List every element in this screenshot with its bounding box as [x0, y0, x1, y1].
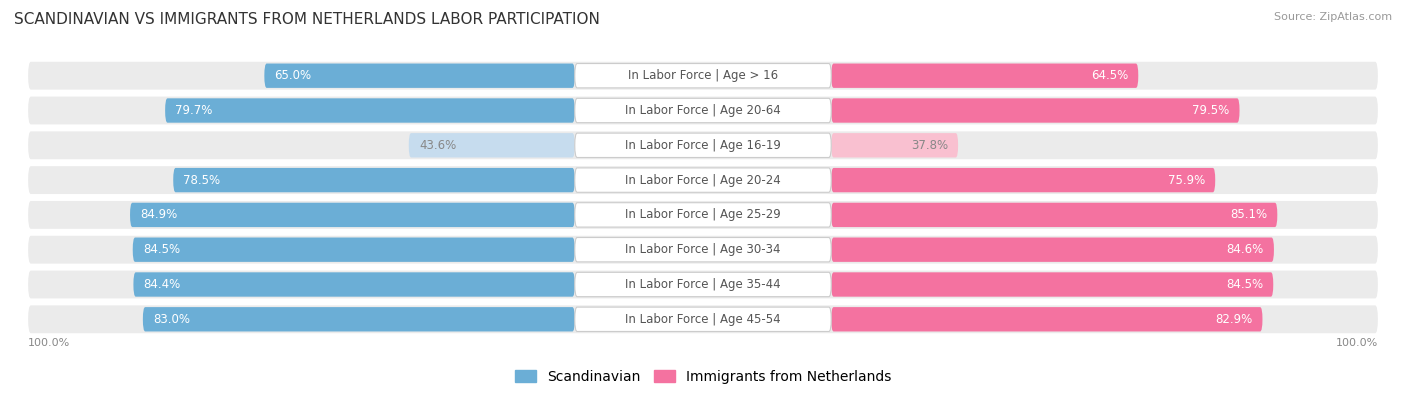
FancyBboxPatch shape — [831, 203, 1277, 227]
Text: 37.8%: 37.8% — [911, 139, 948, 152]
FancyBboxPatch shape — [831, 98, 1240, 123]
Text: 78.5%: 78.5% — [183, 173, 221, 186]
Text: In Labor Force | Age 30-34: In Labor Force | Age 30-34 — [626, 243, 780, 256]
FancyBboxPatch shape — [575, 168, 831, 192]
FancyBboxPatch shape — [134, 272, 575, 297]
Text: 84.5%: 84.5% — [1226, 278, 1263, 291]
Text: In Labor Force | Age 16-19: In Labor Force | Age 16-19 — [626, 139, 780, 152]
FancyBboxPatch shape — [132, 237, 575, 262]
FancyBboxPatch shape — [28, 236, 1378, 263]
FancyBboxPatch shape — [831, 133, 957, 158]
Text: 64.5%: 64.5% — [1091, 69, 1128, 82]
Text: 43.6%: 43.6% — [419, 139, 456, 152]
FancyBboxPatch shape — [575, 307, 831, 331]
FancyBboxPatch shape — [143, 307, 575, 331]
FancyBboxPatch shape — [28, 305, 1378, 333]
FancyBboxPatch shape — [173, 168, 575, 192]
FancyBboxPatch shape — [831, 307, 1263, 331]
Text: 84.4%: 84.4% — [143, 278, 181, 291]
FancyBboxPatch shape — [129, 203, 575, 227]
Text: In Labor Force | Age 25-29: In Labor Force | Age 25-29 — [626, 209, 780, 222]
FancyBboxPatch shape — [575, 133, 831, 158]
Text: 85.1%: 85.1% — [1230, 209, 1267, 222]
Text: In Labor Force | Age 20-64: In Labor Force | Age 20-64 — [626, 104, 780, 117]
FancyBboxPatch shape — [28, 62, 1378, 90]
Text: 65.0%: 65.0% — [274, 69, 312, 82]
Text: In Labor Force | Age 20-24: In Labor Force | Age 20-24 — [626, 173, 780, 186]
Text: 75.9%: 75.9% — [1168, 173, 1205, 186]
FancyBboxPatch shape — [28, 97, 1378, 124]
Text: 79.7%: 79.7% — [176, 104, 212, 117]
Text: 82.9%: 82.9% — [1215, 313, 1253, 326]
Text: 84.9%: 84.9% — [141, 209, 177, 222]
FancyBboxPatch shape — [575, 272, 831, 297]
Legend: Scandinavian, Immigrants from Netherlands: Scandinavian, Immigrants from Netherland… — [509, 364, 897, 389]
Text: In Labor Force | Age 35-44: In Labor Force | Age 35-44 — [626, 278, 780, 291]
FancyBboxPatch shape — [831, 64, 1139, 88]
Text: 100.0%: 100.0% — [1336, 339, 1378, 348]
Text: SCANDINAVIAN VS IMMIGRANTS FROM NETHERLANDS LABOR PARTICIPATION: SCANDINAVIAN VS IMMIGRANTS FROM NETHERLA… — [14, 12, 600, 27]
Text: In Labor Force | Age 45-54: In Labor Force | Age 45-54 — [626, 313, 780, 326]
FancyBboxPatch shape — [28, 132, 1378, 159]
Text: In Labor Force | Age > 16: In Labor Force | Age > 16 — [628, 69, 778, 82]
FancyBboxPatch shape — [831, 237, 1274, 262]
FancyBboxPatch shape — [264, 64, 575, 88]
FancyBboxPatch shape — [409, 133, 575, 158]
FancyBboxPatch shape — [28, 166, 1378, 194]
FancyBboxPatch shape — [165, 98, 575, 123]
FancyBboxPatch shape — [831, 272, 1274, 297]
FancyBboxPatch shape — [28, 201, 1378, 229]
Text: 83.0%: 83.0% — [153, 313, 190, 326]
FancyBboxPatch shape — [28, 271, 1378, 298]
FancyBboxPatch shape — [575, 64, 831, 88]
Text: 79.5%: 79.5% — [1192, 104, 1229, 117]
Text: 84.5%: 84.5% — [143, 243, 180, 256]
FancyBboxPatch shape — [575, 98, 831, 123]
Text: Source: ZipAtlas.com: Source: ZipAtlas.com — [1274, 12, 1392, 22]
FancyBboxPatch shape — [575, 203, 831, 227]
Text: 84.6%: 84.6% — [1226, 243, 1264, 256]
FancyBboxPatch shape — [575, 237, 831, 262]
FancyBboxPatch shape — [831, 168, 1215, 192]
Text: 100.0%: 100.0% — [28, 339, 70, 348]
